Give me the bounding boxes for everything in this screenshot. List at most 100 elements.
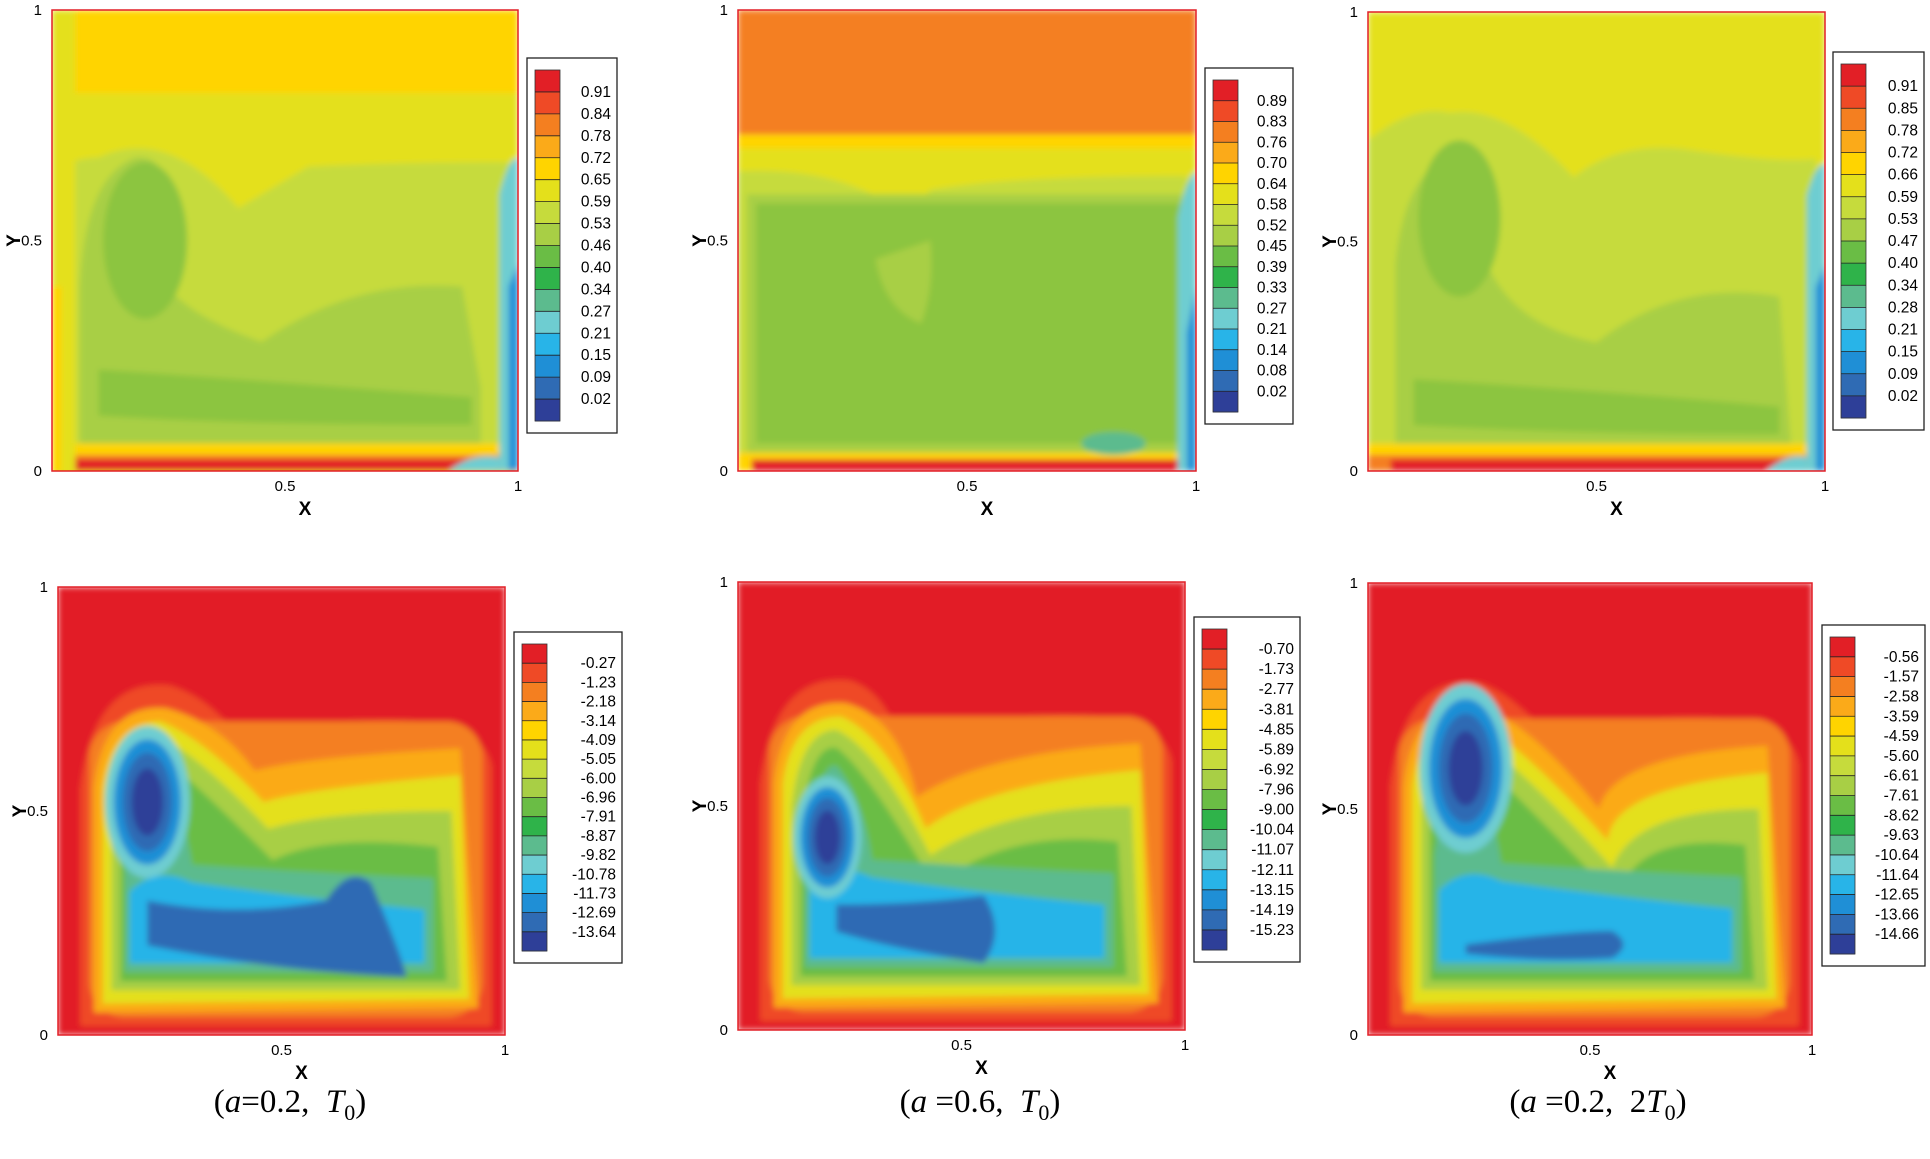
legend-swatch-5-15: [1830, 934, 1855, 955]
legend-level-4-0: -0.70: [1259, 641, 1295, 658]
legend-swatch-4-13: [1202, 889, 1227, 911]
legend-swatch-3-2: [522, 682, 547, 703]
contour-field-2: [1368, 12, 1825, 471]
legend-swatch-5-14: [1830, 914, 1855, 935]
legend-level-1-13: 0.08: [1257, 363, 1287, 380]
legend-level-0-12: 0.15: [581, 347, 611, 364]
legend-swatch-1-1: [1213, 100, 1238, 122]
legend-swatch-3-7: [522, 778, 547, 798]
x-axis-label-5: X: [1604, 1063, 1617, 1084]
legend-swatch-3-15: [522, 931, 547, 952]
legend-level-4-11: -12.11: [1251, 862, 1294, 879]
legend-level-1-12: 0.14: [1257, 342, 1288, 359]
legend-swatch-1-11: [1213, 308, 1238, 330]
legend-level-1-10: 0.27: [1257, 300, 1287, 317]
x-tick-3-0: 0.5: [271, 1042, 292, 1059]
legend-swatch-0-4: [535, 157, 560, 181]
contour-panels: 0.5 100.51XY0.910.840.780.720.650.590.530…: [4, 2, 1926, 1084]
legend-level-2-7: 0.47: [1888, 233, 1918, 250]
legend-level-0-5: 0.59: [581, 194, 611, 211]
legend-level-3-12: -11.73: [573, 885, 616, 902]
y-tick-1-0: 0: [720, 463, 728, 480]
contour-field-5: [1368, 583, 1812, 1035]
legend-swatch-0-10: [535, 289, 560, 312]
legend-swatch-2-0: [1841, 64, 1866, 87]
legend-level-3-5: -5.05: [581, 751, 616, 768]
y-axis-label-3: Y: [10, 804, 31, 817]
legend-swatch-5-9: [1830, 815, 1855, 836]
legend-level-3-1: -1.23: [581, 674, 616, 691]
plot-frame-4: [737, 581, 1186, 1031]
legend-swatch-5-1: [1830, 656, 1855, 678]
legend-swatch-5-13: [1830, 894, 1855, 915]
contour-panel-1: 0.5 100.51XY0.890.830.760.700.640.580.520…: [690, 2, 1294, 520]
caption-2: (a =0.2, 2T0): [1509, 1084, 1686, 1125]
captions: (a=0.2, T0) (a =0.6, T0) (a =0.2, 2T0): [214, 1084, 1687, 1125]
legend-swatch-3-4: [522, 720, 547, 741]
y-tick-2-1: 0.5: [1337, 234, 1358, 251]
legend-swatch-2-1: [1841, 86, 1866, 109]
y-tick-3-2: 1: [40, 579, 48, 596]
legend-level-0-4: 0.65: [581, 172, 611, 189]
legend-level-2-8: 0.40: [1888, 255, 1919, 272]
contour-panel-0: 0.5 100.51XY0.910.840.780.720.650.590.530…: [4, 2, 618, 520]
legend-level-2-11: 0.21: [1888, 322, 1918, 339]
legend-level-1-7: 0.45: [1257, 238, 1287, 255]
y-axis-label-0: Y: [4, 234, 25, 247]
legend-level-5-8: -8.62: [1884, 807, 1919, 824]
legend-level-0-0: 0.91: [581, 84, 611, 101]
legend-0: 0.91 0.84 0.78 0.72 0.65 0.59 0.53 0.46 0.40 0.34…: [526, 57, 618, 434]
legend-level-1-11: 0.21: [1257, 321, 1287, 338]
legend-level-0-8: 0.40: [581, 259, 612, 276]
legend-level-0-14: 0.02: [581, 391, 611, 408]
legend-swatch-3-5: [522, 739, 547, 760]
legend-swatch-4-5: [1202, 729, 1227, 750]
contour-field-1: [738, 10, 1196, 471]
y-tick-1-1: 0.5: [707, 233, 728, 250]
legend-swatch-3-3: [522, 701, 547, 722]
legend-swatch-2-14: [1841, 373, 1866, 397]
legend-swatch-0-11: [535, 311, 560, 334]
legend-swatch-2-4: [1841, 152, 1866, 176]
caption-1: (a =0.6, T0): [900, 1084, 1061, 1125]
legend-swatch-4-15: [1202, 929, 1227, 951]
y-tick-2-2: 1: [1350, 4, 1358, 21]
legend-level-4-5: -5.89: [1259, 741, 1294, 758]
y-tick-3-1: 0.5: [27, 803, 48, 820]
legend-level-2-14: 0.02: [1888, 388, 1918, 405]
y-tick-1-2: 1: [720, 2, 728, 19]
legend-swatch-1-10: [1213, 287, 1238, 309]
x-tick-2-1: 1: [1821, 478, 1829, 495]
legend-level-4-13: -14.19: [1250, 902, 1294, 919]
contour-panel-5: 0.5 1 0 0.5 1 X Y -0.56 -1.57 -2.58 -3.59 -4.59 -5.6…: [1320, 575, 1926, 1084]
y-tick-0-2: 1: [34, 2, 42, 19]
legend-swatch-1-2: [1213, 121, 1238, 143]
x-tick-4-1: 1: [1181, 1037, 1189, 1054]
y-tick-4-1: 0.5: [707, 798, 728, 815]
plot-frame-3: [57, 586, 506, 1036]
legend-level-5-9: -9.63: [1884, 827, 1919, 844]
x-axis-label-4: X: [975, 1058, 988, 1079]
legend-swatch-1-0: [1213, 80, 1238, 102]
y-tick-2-0: 0: [1350, 463, 1358, 480]
legend-swatch-5-11: [1830, 854, 1855, 876]
legend-level-3-6: -6.00: [581, 770, 617, 787]
legend-level-3-9: -8.87: [581, 828, 616, 845]
x-tick-5-1: 1: [1808, 1042, 1816, 1059]
legend-2: 0.91 0.85 0.78 0.72 0.66 0.59 0.53 0.47 0.40 0.34…: [1832, 51, 1925, 431]
legend-swatch-0-7: [535, 223, 560, 246]
legend-level-4-2: -2.77: [1259, 681, 1294, 698]
legend-level-2-5: 0.59: [1888, 189, 1918, 206]
legend-level-1-1: 0.83: [1257, 114, 1287, 131]
legend-swatch-4-12: [1202, 869, 1227, 891]
plot-frame-1: [737, 9, 1197, 472]
legend-swatch-4-0: [1202, 629, 1227, 650]
y-tick-4-0: 0: [720, 1022, 728, 1039]
legend-level-2-1: 0.85: [1888, 100, 1918, 117]
y-tick-0-1: 0.5: [21, 233, 42, 250]
y-tick-5-0: 0: [1350, 1027, 1358, 1044]
legend-level-5-3: -3.59: [1884, 708, 1919, 725]
x-tick-5-0: 0.5: [1580, 1042, 1601, 1059]
legend-level-4-1: -1.73: [1259, 661, 1294, 678]
legend-swatch-4-4: [1202, 709, 1227, 730]
